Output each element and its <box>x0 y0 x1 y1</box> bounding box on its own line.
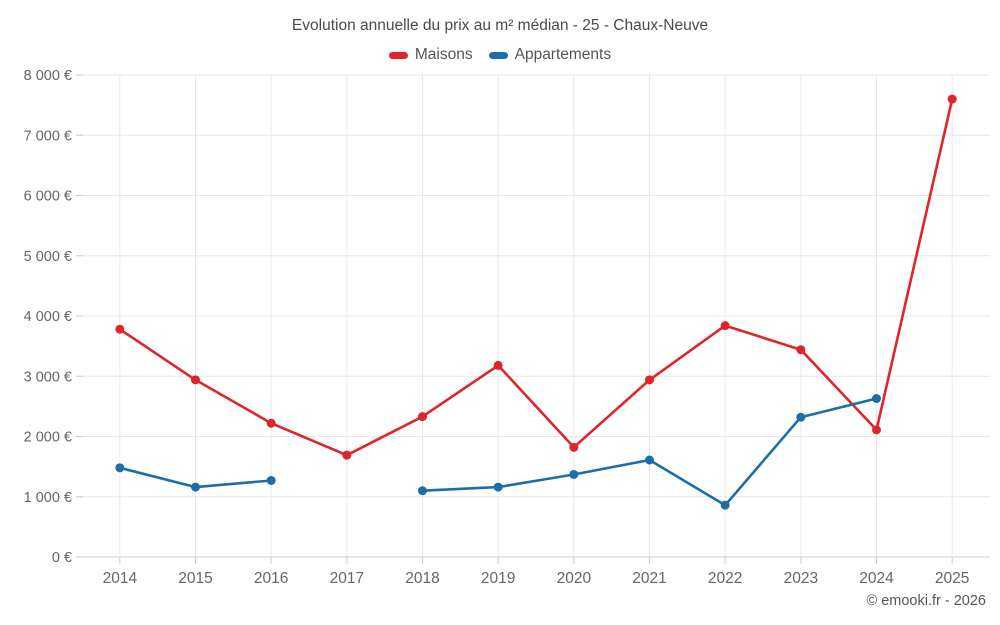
y-axis-label: 8 000 € <box>24 68 72 84</box>
x-axis-label: 2019 <box>481 570 515 587</box>
legend-swatch-maisons-icon <box>388 51 408 59</box>
chart-title: Evolution annuelle du prix au m² médian … <box>291 17 709 34</box>
data-point-maisons-2016[interactable] <box>266 418 276 428</box>
y-axis-label: 7 000 € <box>24 128 72 144</box>
x-axis-label: 2020 <box>557 570 592 587</box>
data-point-maisons-2019[interactable] <box>493 360 503 370</box>
x-axis-label: 2022 <box>708 570 742 587</box>
data-point-appartements-2016[interactable] <box>266 475 276 485</box>
data-point-appartements-2024[interactable] <box>872 394 881 404</box>
y-axis-label: 4 000 € <box>24 309 72 325</box>
y-axis-label: 2 000 € <box>24 430 72 446</box>
data-point-appartements-2019[interactable] <box>493 482 503 492</box>
series-line-maisons <box>118 97 954 457</box>
y-axis-label: 3 000 € <box>24 369 72 385</box>
y-axis-label: 0 € <box>52 550 72 566</box>
x-axis-label: 2016 <box>254 570 288 587</box>
x-axis-label: 2017 <box>330 570 364 587</box>
legend-swatch-appartements-icon <box>488 51 508 59</box>
x-axis-label: 2014 <box>103 570 138 587</box>
x-axis-label: 2024 <box>859 570 894 587</box>
x-axis-label: 2021 <box>632 570 666 587</box>
data-point-maisons-2015[interactable] <box>191 375 200 385</box>
data-point-appartements-2021[interactable] <box>645 455 654 465</box>
legend-label-appartements: Appartements <box>514 46 612 63</box>
data-point-maisons-2014[interactable] <box>115 324 125 334</box>
data-point-appartements-2014[interactable] <box>115 463 125 473</box>
y-axis-label: 5 000 € <box>24 249 72 265</box>
legend-label-maisons: Maisons <box>414 46 473 63</box>
data-point-maisons-2024[interactable] <box>872 425 881 435</box>
x-axis-label: 2025 <box>935 570 969 587</box>
data-point-maisons-2020[interactable] <box>569 442 579 452</box>
footer-credit: © emooki.fr - 2026 <box>866 593 986 609</box>
data-point-appartements-2023[interactable] <box>796 412 806 422</box>
x-axis-label: 2015 <box>178 570 212 587</box>
y-axis-label: 1 000 € <box>24 490 72 506</box>
y-axis-label: 6 000 € <box>24 189 72 205</box>
x-axis-label: 2023 <box>784 570 818 587</box>
data-point-maisons-2017[interactable] <box>342 450 352 460</box>
data-point-maisons-2022[interactable] <box>720 321 730 331</box>
data-point-appartements-2022[interactable] <box>720 500 730 510</box>
data-point-maisons-2018[interactable] <box>418 412 427 422</box>
legend-item-maisons[interactable]: Maisons <box>388 46 473 64</box>
legend: Maisons Appartements <box>0 46 1000 64</box>
data-point-maisons-2025[interactable] <box>947 94 957 104</box>
data-point-appartements-2020[interactable] <box>569 469 579 479</box>
data-point-maisons-2021[interactable] <box>645 375 654 385</box>
data-point-maisons-2023[interactable] <box>796 345 806 355</box>
x-axis-label: 2018 <box>405 570 439 587</box>
data-point-appartements-2018[interactable] <box>418 486 427 496</box>
data-point-appartements-2015[interactable] <box>191 482 200 492</box>
legend-item-appartements[interactable]: Appartements <box>488 46 612 64</box>
